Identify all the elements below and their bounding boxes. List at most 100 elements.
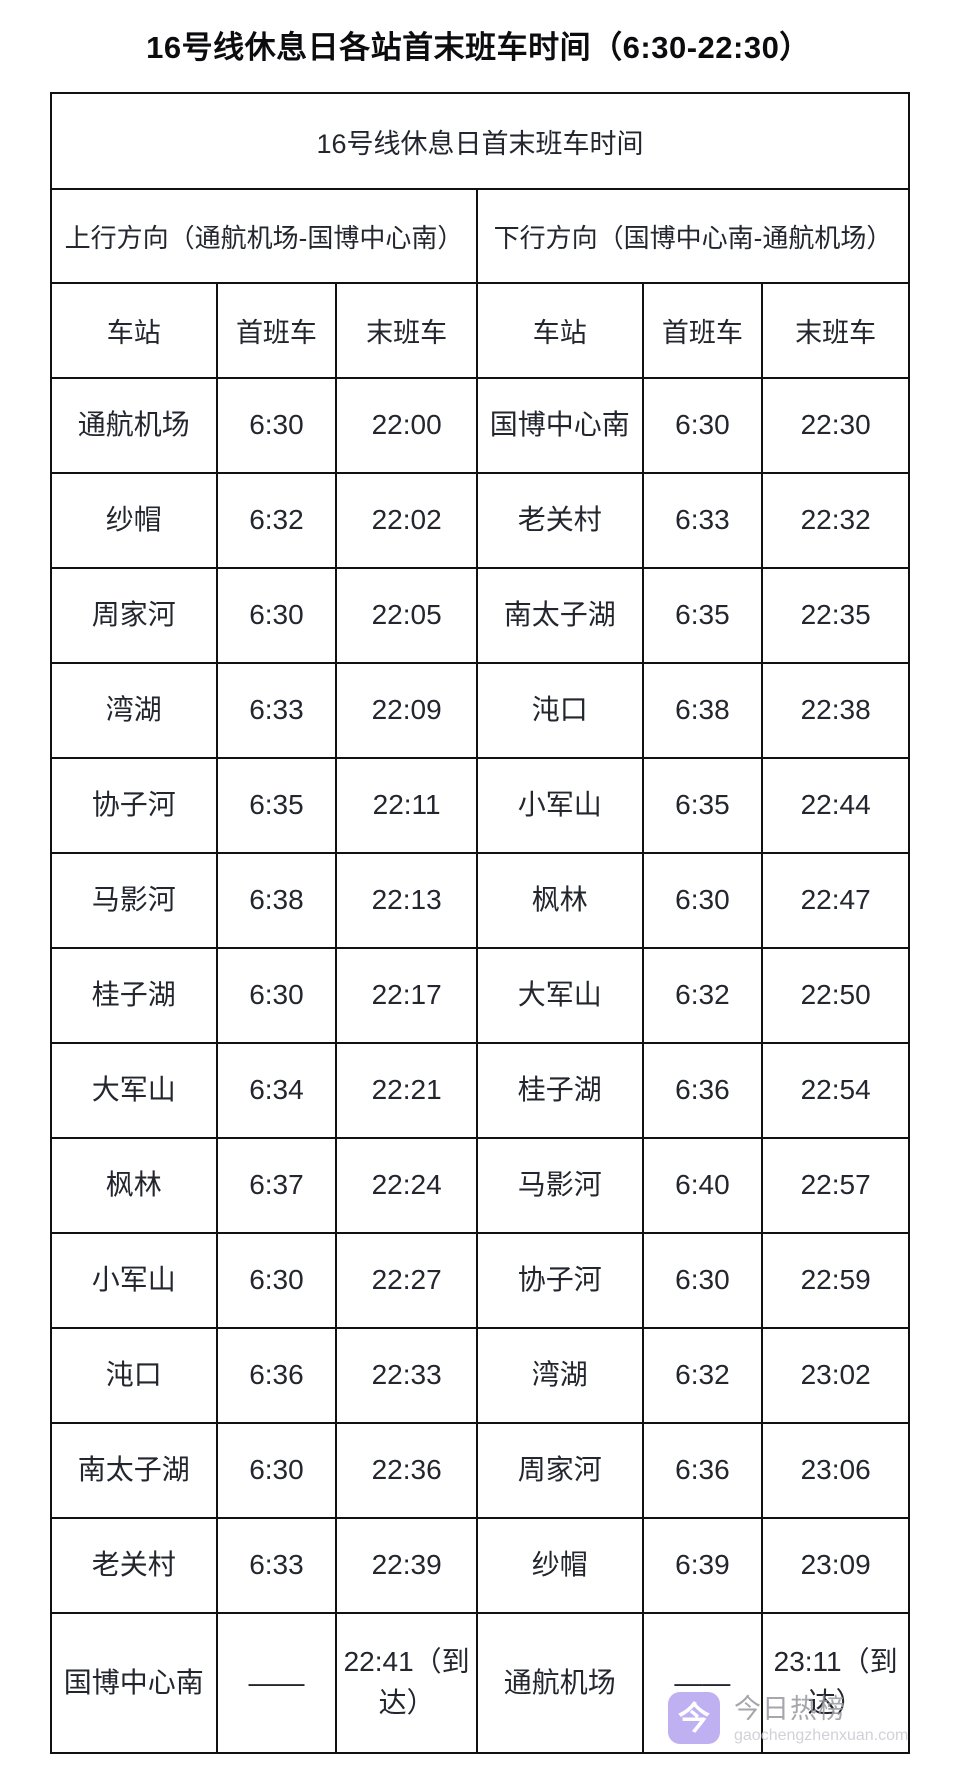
- table-row: 南太子湖 6:30 22:36 周家河 6:36 23:06: [50, 1422, 910, 1519]
- up-first-train-cell: 6:30: [215, 567, 338, 664]
- watermark-logo-icon: 今: [668, 1692, 720, 1744]
- down-first-train-cell: 6:35: [641, 757, 764, 854]
- up-station-cell: 马影河: [50, 852, 218, 949]
- up-first-train-cell: 6:33: [215, 1517, 338, 1614]
- table-row: 沌口 6:36 22:33 湾湖 6:32 23:02: [50, 1327, 910, 1424]
- up-last-train-cell: 22:33: [335, 1327, 478, 1424]
- down-last-train-cell: 23:06: [761, 1422, 910, 1519]
- up-station-cell: 沌口: [50, 1327, 218, 1424]
- page-title: 16号线休息日各站首末班车时间（6:30-22:30）: [146, 30, 811, 65]
- down-last-train-cell: 22:47: [761, 852, 910, 949]
- up-last-train-cell: 22:21: [335, 1042, 478, 1139]
- down-first-train-cell: 6:39: [641, 1517, 764, 1614]
- down-station-cell: 周家河: [475, 1422, 644, 1519]
- down-station-cell: 国博中心南: [475, 377, 644, 474]
- down-first-train-cell: 6:40: [641, 1137, 764, 1234]
- up-station-cell: 周家河: [50, 567, 218, 664]
- down-last-train-cell: 22:44: [761, 757, 910, 854]
- table-row: 周家河 6:30 22:05 南太子湖 6:35 22:35: [50, 567, 910, 664]
- column-header-station-down: 车站: [475, 282, 644, 379]
- up-first-train-cell: 6:38: [215, 852, 338, 949]
- up-first-train-cell: 6:30: [215, 1232, 338, 1329]
- down-station-cell: 马影河: [475, 1137, 644, 1234]
- direction-down-header: 下行方向（国博中心南-通航机场）: [475, 188, 911, 284]
- down-station-cell: 老关村: [475, 472, 644, 569]
- timetable: 16号线休息日首末班车时间 上行方向（通航机场-国博中心南） 下行方向（国博中心…: [50, 92, 911, 1754]
- up-last-train-cell: 22:11: [335, 757, 478, 854]
- up-last-train-cell: 22:24: [335, 1137, 478, 1234]
- direction-header-row: 上行方向（通航机场-国博中心南） 下行方向（国博中心南-通航机场）: [50, 188, 911, 284]
- table-row: 小军山 6:30 22:27 协子河 6:30 22:59: [50, 1232, 910, 1329]
- column-header-row: 车站 首班车 末班车 车站 首班车 末班车: [50, 282, 910, 379]
- column-header-first-train-up: 首班车: [215, 282, 338, 379]
- up-last-train-cell: 22:05: [335, 567, 478, 664]
- watermark-brand-name: 今日热榜: [734, 1694, 846, 1724]
- up-last-train-cell: 22:27: [335, 1232, 478, 1329]
- column-header-first-train-down: 首班车: [641, 282, 764, 379]
- up-station-cell: 协子河: [50, 757, 218, 854]
- table-caption: 16号线休息日首末班车时间: [50, 92, 910, 190]
- down-last-train-cell: 22:32: [761, 472, 910, 569]
- up-station-cell: 大军山: [50, 1042, 218, 1139]
- down-station-cell: 湾湖: [475, 1327, 644, 1424]
- table-row: 桂子湖 6:30 22:17 大军山 6:32 22:50: [50, 947, 910, 1044]
- down-station-cell: 通航机场: [475, 1612, 644, 1754]
- down-station-cell: 南太子湖: [475, 567, 644, 664]
- down-last-train-cell: 22:54: [761, 1042, 910, 1139]
- up-station-cell: 小军山: [50, 1232, 218, 1329]
- table-row: 马影河 6:38 22:13 枫林 6:30 22:47: [50, 852, 910, 949]
- down-first-train-cell: 6:32: [641, 947, 764, 1044]
- timetable-body: 通航机场 6:30 22:00 国博中心南 6:30 22:30 纱帽 6:32 22:02 老关…: [50, 377, 910, 1754]
- table-row: 枫林 6:37 22:24 马影河 6:40 22:57: [50, 1137, 910, 1234]
- down-first-train-cell: 6:38: [641, 662, 764, 759]
- table-row: 湾湖 6:33 22:09 沌口 6:38 22:38: [50, 662, 910, 759]
- up-last-train-cell: 22:13: [335, 852, 478, 949]
- up-station-cell: 枫林: [50, 1137, 218, 1234]
- up-last-train-cell: 22:02: [335, 472, 478, 569]
- up-last-train-cell: 22:39: [335, 1517, 478, 1614]
- table-caption-row: 16号线休息日首末班车时间: [50, 92, 910, 190]
- up-first-train-cell: ——: [215, 1612, 338, 1754]
- up-last-train-cell: 22:09: [335, 662, 478, 759]
- down-station-cell: 大军山: [475, 947, 644, 1044]
- down-last-train-cell: 23:02: [761, 1327, 910, 1424]
- up-first-train-cell: 6:34: [215, 1042, 338, 1139]
- up-station-cell: 桂子湖: [50, 947, 218, 1044]
- table-row: 国博中心南 —— 22:41（到达） 通航机场 —— 23:11（到达）: [50, 1612, 910, 1754]
- up-station-cell: 纱帽: [50, 472, 218, 569]
- down-first-train-cell: 6:36: [641, 1042, 764, 1139]
- column-header-last-train-up: 末班车: [335, 282, 478, 379]
- up-first-train-cell: 6:37: [215, 1137, 338, 1234]
- up-station-cell: 南太子湖: [50, 1422, 218, 1519]
- table-row: 纱帽 6:32 22:02 老关村 6:33 22:32: [50, 472, 910, 569]
- down-first-train-cell: 6:33: [641, 472, 764, 569]
- up-first-train-cell: 6:35: [215, 757, 338, 854]
- up-first-train-cell: 6:30: [215, 1422, 338, 1519]
- watermark: 今 今日热榜 gaochengzhenxuan.com: [668, 1692, 908, 1746]
- table-row: 大军山 6:34 22:21 桂子湖 6:36 22:54: [50, 1042, 910, 1139]
- watermark-text: 今日热榜 gaochengzhenxuan.com: [734, 1692, 908, 1746]
- up-last-train-cell: 22:41（到达）: [335, 1612, 478, 1754]
- down-last-train-cell: 22:59: [761, 1232, 910, 1329]
- up-last-train-cell: 22:00: [335, 377, 478, 474]
- down-first-train-cell: 6:32: [641, 1327, 764, 1424]
- up-station-cell: 老关村: [50, 1517, 218, 1614]
- up-first-train-cell: 6:33: [215, 662, 338, 759]
- down-first-train-cell: 6:35: [641, 567, 764, 664]
- down-last-train-cell: 22:50: [761, 947, 910, 1044]
- table-row: 老关村 6:33 22:39 纱帽 6:39 23:09: [50, 1517, 910, 1614]
- up-first-train-cell: 6:36: [215, 1327, 338, 1424]
- down-last-train-cell: 22:30: [761, 377, 910, 474]
- up-station-cell: 湾湖: [50, 662, 218, 759]
- down-first-train-cell: 6:30: [641, 377, 764, 474]
- down-first-train-cell: 6:30: [641, 852, 764, 949]
- down-last-train-cell: 23:09: [761, 1517, 910, 1614]
- up-station-cell: 通航机场: [50, 377, 218, 474]
- up-station-cell: 国博中心南: [50, 1612, 218, 1754]
- down-first-train-cell: 6:30: [641, 1232, 764, 1329]
- down-last-train-cell: 23:11（到达）: [761, 1612, 910, 1754]
- down-station-cell: 小军山: [475, 757, 644, 854]
- up-first-train-cell: 6:32: [215, 472, 338, 569]
- table-row: 通航机场 6:30 22:00 国博中心南 6:30 22:30: [50, 377, 910, 474]
